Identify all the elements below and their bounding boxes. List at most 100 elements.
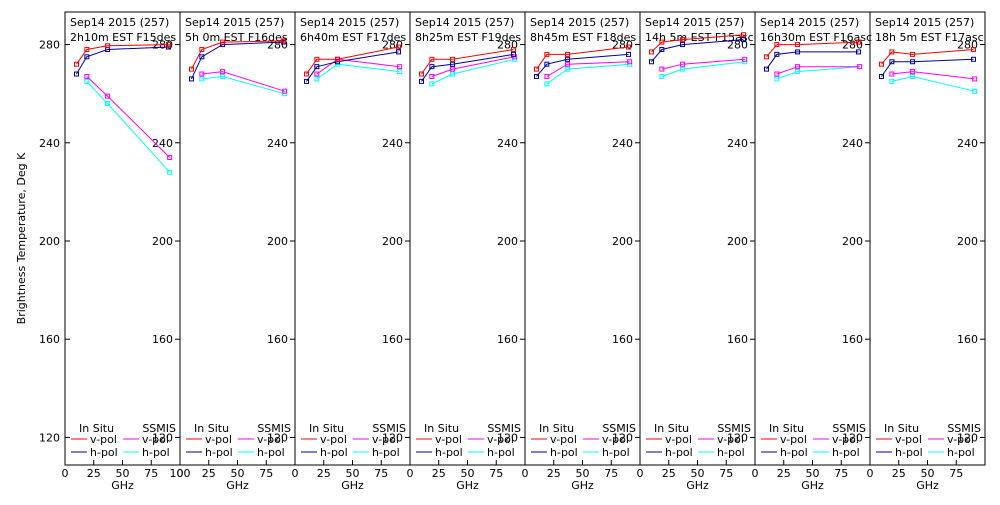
- x-tick-label: 25: [662, 467, 676, 480]
- panel-pass-label: 16h30m EST F16asc: [760, 31, 872, 44]
- x-tick-label: 0: [62, 467, 69, 480]
- insitu-vpol-line: [306, 46, 399, 75]
- legend-insitu-vpol-label: v-pol: [435, 433, 462, 446]
- legend-insitu-hpol-label: h-pol: [320, 446, 348, 459]
- legend-insitu-header: In Situ: [539, 422, 574, 435]
- ssmis-vpol-point: [220, 69, 226, 75]
- insitu-vpol-point: [795, 42, 801, 48]
- panel-date-label: Sep14 2015 (257): [875, 16, 974, 29]
- insitu-vpol-point: [220, 39, 226, 45]
- insitu-hpol-point: [856, 49, 861, 55]
- x-tick-label: 75: [489, 467, 503, 480]
- x-axis-label: GHz: [111, 479, 134, 492]
- ssmis-vpol-point: [889, 71, 895, 77]
- legend-ssmis-header: SSMIS: [257, 422, 291, 435]
- ssmis-vpol-point: [910, 69, 916, 75]
- ssmis-vpol-point: [429, 73, 435, 79]
- legend-ssmis-hpol-label: h-pol: [717, 446, 745, 459]
- y-tick-label-outer: 120: [39, 431, 60, 444]
- ssmis-hpol-line: [316, 63, 400, 80]
- y-tick-label: 160: [382, 333, 403, 346]
- legend-insitu-header: In Situ: [194, 422, 229, 435]
- legend-ssmis-header: SSMIS: [602, 422, 636, 435]
- x-tick-label: 50: [346, 467, 360, 480]
- insitu-vpol-point: [565, 51, 571, 57]
- y-tick-label: 160: [957, 333, 978, 346]
- y-tick-label: 200: [497, 235, 518, 248]
- y-tick-label: 240: [612, 137, 633, 150]
- legend-insitu-vpol-label: v-pol: [320, 433, 347, 446]
- insitu-hpol-point: [396, 49, 401, 55]
- legend-insitu-header: In Situ: [654, 422, 689, 435]
- insitu-hpol-line: [881, 58, 974, 77]
- panel-date-label: Sep14 2015 (257): [760, 16, 859, 29]
- insitu-hpol-point: [429, 64, 435, 70]
- y-tick-label: 120: [152, 431, 173, 444]
- x-tick-label: 100: [170, 467, 191, 480]
- panel-date-label: Sep14 2015 (257): [300, 16, 399, 29]
- panel-pass-label: 6h40m EST F17des: [300, 31, 406, 44]
- insitu-vpol-point: [419, 71, 424, 77]
- ssmis-hpol-point: [220, 73, 226, 79]
- y-tick-label: 160: [152, 333, 173, 346]
- ssmis-vpol-line: [431, 56, 515, 77]
- insitu-vpol-point: [680, 37, 686, 43]
- y-tick-label: 200: [382, 235, 403, 248]
- legend-insitu-hpol-label: h-pol: [895, 446, 923, 459]
- insitu-vpol-point: [534, 66, 539, 72]
- insitu-vpol-point: [889, 49, 895, 55]
- insitu-vpol-point: [335, 56, 341, 62]
- legend-insitu-vpol-label: v-pol: [895, 433, 922, 446]
- legend-insitu-hpol-label: h-pol: [780, 446, 808, 459]
- ssmis-vpol-point: [544, 73, 550, 79]
- ssmis-vpol-point: [314, 71, 320, 77]
- insitu-hpol-point: [544, 61, 550, 67]
- insitu-vpol-point: [189, 66, 194, 72]
- insitu-hpol-point: [565, 56, 571, 62]
- insitu-hpol-point: [649, 59, 654, 65]
- x-tick-label: 75: [604, 467, 618, 480]
- x-tick-label: 75: [259, 467, 273, 480]
- x-axis-label: GHz: [226, 479, 249, 492]
- legend-ssmis-hpol-label: h-pol: [947, 446, 975, 459]
- insitu-hpol-point: [199, 54, 205, 60]
- insitu-vpol-point: [774, 42, 780, 48]
- legend-insitu-hpol-label: h-pol: [550, 446, 578, 459]
- y-tick-label: 160: [727, 333, 748, 346]
- insitu-hpol-line: [191, 41, 284, 80]
- insitu-vpol-point: [764, 54, 769, 60]
- legend-ssmis-vpol-label: v-pol: [372, 433, 399, 446]
- insitu-vpol-point: [879, 61, 884, 67]
- y-tick-label: 120: [267, 431, 288, 444]
- ssmis-hpol-point: [199, 76, 205, 82]
- insitu-vpol-point: [910, 51, 916, 57]
- x-tick-label: 75: [949, 467, 963, 480]
- insitu-hpol-point: [511, 51, 516, 57]
- x-tick-label: 0: [867, 467, 874, 480]
- insitu-hpol-line: [306, 51, 399, 82]
- y-tick-label: 120: [842, 431, 863, 444]
- ssmis-vpol-line: [201, 71, 285, 92]
- insitu-hpol-point: [879, 73, 884, 79]
- insitu-vpol-point: [659, 39, 665, 45]
- x-tick-label: 0: [522, 467, 529, 480]
- ssmis-hpol-point: [910, 73, 916, 79]
- ssmis-hpol-line: [891, 75, 975, 92]
- legend-ssmis-header: SSMIS: [832, 422, 866, 435]
- insitu-vpol-point: [304, 71, 309, 77]
- insitu-vpol-line: [651, 34, 744, 53]
- ssmis-hpol-point: [889, 78, 895, 84]
- ssmis-hpol-line: [776, 66, 860, 80]
- insitu-hpol-point: [84, 54, 90, 60]
- insitu-hpol-line: [766, 51, 859, 70]
- panel-date-label: Sep14 2015 (257): [415, 16, 514, 29]
- insitu-vpol-point: [396, 44, 401, 50]
- insitu-vpol-point: [511, 46, 516, 52]
- y-tick-label: 240: [267, 137, 288, 150]
- ssmis-hpol-line: [546, 63, 630, 85]
- x-tick-label: 75: [834, 467, 848, 480]
- y-tick-label: 240: [497, 137, 518, 150]
- insitu-vpol-point: [105, 43, 111, 49]
- panel-date-label: Sep14 2015 (257): [185, 16, 284, 29]
- legend-insitu-header: In Situ: [884, 422, 919, 435]
